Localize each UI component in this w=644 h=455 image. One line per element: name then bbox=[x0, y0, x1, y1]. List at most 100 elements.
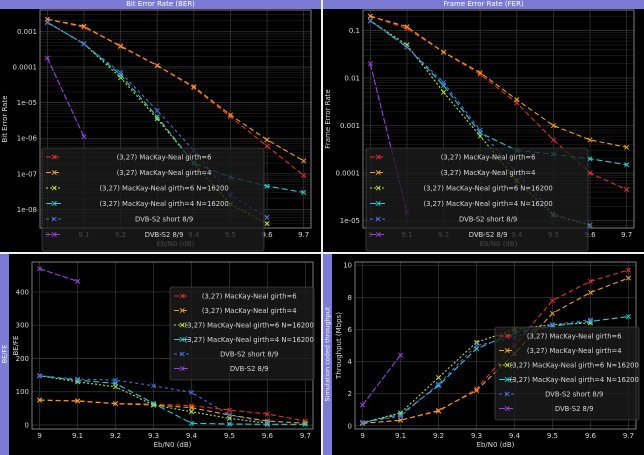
legend-label: (3,27) MacKay-Neal girth=4 N=16200 bbox=[510, 376, 639, 384]
y-tick-label: 1e-05 bbox=[340, 217, 360, 225]
y-tick-label: 300 bbox=[16, 322, 29, 330]
legend-marker bbox=[504, 376, 510, 383]
y-tick-label: 10 bbox=[343, 262, 352, 270]
data-point bbox=[398, 413, 404, 419]
series-line bbox=[369, 63, 408, 213]
legend-label: DVB-S2 8/9 bbox=[555, 405, 594, 413]
legend-label: (3,27) MacKay-Neal girth=4 bbox=[117, 169, 212, 177]
x-tick-label: 9.6 bbox=[261, 231, 273, 239]
data-point bbox=[625, 314, 631, 320]
y-tick-label: 100 bbox=[16, 388, 29, 396]
data-point bbox=[550, 137, 556, 143]
data-point bbox=[264, 183, 270, 189]
data-point bbox=[441, 49, 447, 55]
legend-box bbox=[494, 326, 640, 421]
legend-marker bbox=[51, 200, 57, 207]
x-tick-label: 9 bbox=[360, 432, 364, 440]
data-point bbox=[624, 162, 630, 168]
y-tick-label: 4 bbox=[348, 358, 353, 366]
x-tick-label: 9.3 bbox=[148, 432, 159, 440]
x-tick-label: 9.1 bbox=[72, 432, 83, 440]
data-point bbox=[587, 317, 593, 323]
data-point bbox=[404, 24, 410, 30]
data-point bbox=[227, 112, 233, 118]
data-point bbox=[188, 409, 195, 415]
legend-label: DVB-S2 short 8/9 bbox=[220, 351, 278, 359]
legend-box bbox=[365, 147, 589, 252]
data-point bbox=[301, 189, 307, 195]
x-tick-label: 9.4 bbox=[509, 432, 521, 440]
legend-label: (3,27) MacKay-Neal girth=6 bbox=[527, 333, 622, 341]
x-tick-label: 9.1 bbox=[395, 432, 406, 440]
y-tick-label: 0.0001 bbox=[336, 170, 361, 178]
legend-label: (3,27) MacKay-Neal girth=4 N=16200 bbox=[185, 336, 314, 344]
y-tick-label: 6 bbox=[348, 326, 353, 334]
data-point bbox=[112, 377, 119, 383]
data-point bbox=[264, 419, 270, 425]
data-point bbox=[154, 107, 160, 114]
legend-marker bbox=[504, 333, 510, 339]
series-line bbox=[370, 15, 627, 148]
legend-marker bbox=[504, 362, 510, 368]
data-point bbox=[191, 84, 197, 90]
data-point bbox=[587, 222, 593, 228]
legend: (3,27) MacKay-Neal girth=6 (3,27) MacKay-… bbox=[41, 147, 265, 252]
data-point bbox=[226, 421, 233, 427]
legend-marker bbox=[375, 231, 381, 238]
data-point bbox=[188, 389, 195, 395]
data-point bbox=[188, 405, 195, 411]
legend-marker bbox=[51, 169, 57, 176]
legend: (3,27) MacKay-Neal girth=6 (3,27) MacKay-… bbox=[365, 147, 589, 252]
y-tick-label: 1e-05 bbox=[17, 99, 37, 107]
data-point bbox=[44, 55, 50, 61]
data-point bbox=[118, 43, 124, 49]
legend: (3,27) MacKay-Neal girth=6 (3,27) MacKay-… bbox=[169, 286, 315, 381]
legend-box bbox=[41, 147, 265, 252]
y-tick-label: 0 bbox=[348, 422, 352, 430]
x-axis-label: Eb/N0 (dB) bbox=[154, 441, 192, 449]
y-axis-label: BE/FE bbox=[12, 335, 20, 355]
data-point bbox=[264, 220, 270, 227]
data-point bbox=[477, 70, 483, 76]
data-point bbox=[587, 137, 593, 143]
legend: (3,27) MacKay-Neal girth=6 (3,27) MacKay-… bbox=[494, 326, 640, 421]
data-point bbox=[264, 143, 270, 149]
legend-label: (3,27) MacKay-Neal girth=6 bbox=[441, 154, 536, 162]
legend-marker bbox=[504, 405, 510, 412]
x-tick-label: 9.7 bbox=[298, 231, 309, 239]
x-tick-label: 9.7 bbox=[300, 432, 311, 440]
data-point bbox=[435, 381, 442, 387]
x-tick-label: 9.6 bbox=[262, 432, 274, 440]
data-point bbox=[227, 114, 233, 120]
legend-label: (3,27) MacKay-Neal girth=6 N=16200 bbox=[510, 362, 639, 370]
series-group bbox=[37, 266, 308, 427]
data-point bbox=[473, 387, 480, 394]
x-tick-label: 9.6 bbox=[584, 231, 596, 239]
legend-label: DVB-S2 short 8/9 bbox=[545, 391, 603, 399]
legend-label: (3,27) MacKay-Neal girth=4 bbox=[441, 169, 536, 177]
ber-chart-title: Bit Error Rate (BER) bbox=[0, 0, 321, 9]
data-point bbox=[473, 342, 480, 349]
data-point bbox=[549, 297, 556, 304]
legend-label: (3,27) MacKay-Neal girth=4 bbox=[527, 347, 622, 355]
legend-label: (3,27) MacKay-Neal girth=4 bbox=[202, 307, 297, 315]
data-point bbox=[435, 375, 442, 381]
side-label: BE/FE bbox=[1, 345, 9, 364]
legend-label: (3,27) MacKay-Neal girth=6 N=16200 bbox=[185, 322, 314, 330]
x-tick-label: 9.3 bbox=[471, 432, 482, 440]
legend-label: (3,27) MacKay-Neal girth=6 N=16200 bbox=[423, 185, 552, 193]
data-point bbox=[154, 116, 160, 122]
legend-marker bbox=[375, 185, 381, 191]
ber-chart: 99.19.29.39.49.59.69.71e-081e-071e-061e-… bbox=[1, 9, 312, 252]
legend-label: DVB-S2 8/9 bbox=[145, 231, 184, 239]
y-tick-label: 0.001 bbox=[340, 122, 360, 130]
data-point bbox=[625, 275, 631, 281]
data-point bbox=[150, 383, 157, 389]
data-point bbox=[367, 61, 373, 67]
data-point bbox=[37, 373, 43, 379]
data-point bbox=[441, 80, 447, 86]
data-point bbox=[549, 310, 556, 316]
y-tick-label: 0.1 bbox=[349, 27, 360, 35]
legend-marker bbox=[179, 322, 185, 328]
legend-marker bbox=[375, 216, 381, 222]
